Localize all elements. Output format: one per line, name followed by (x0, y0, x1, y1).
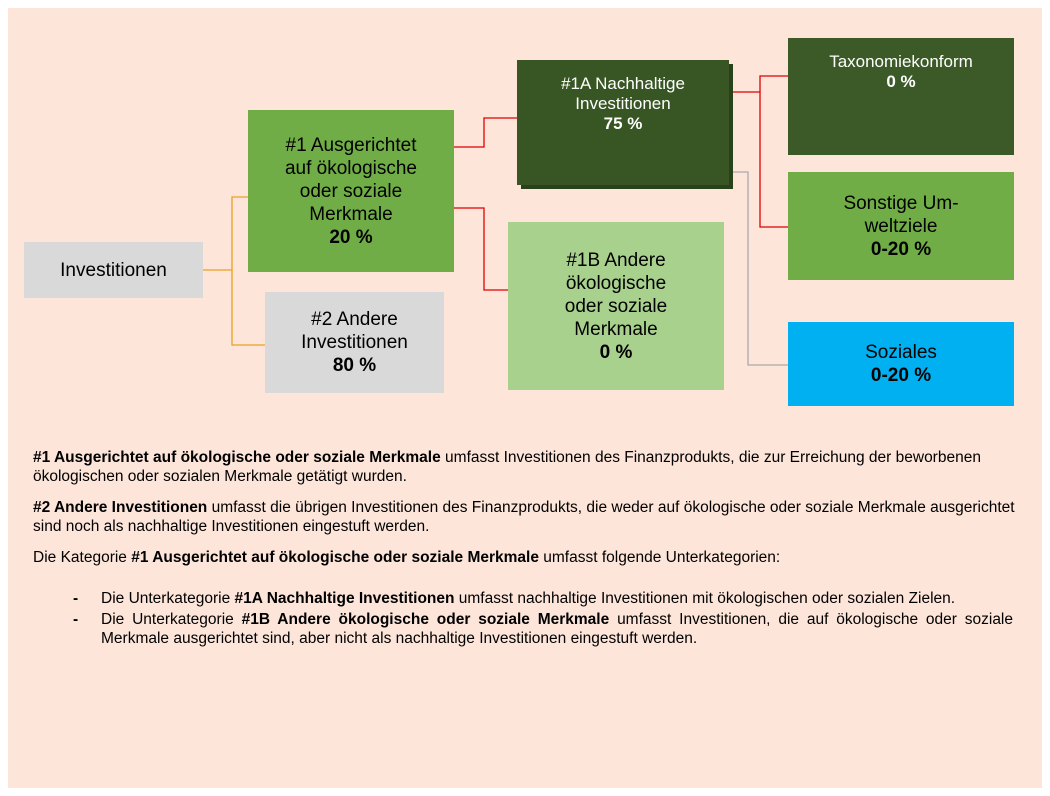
bold-text: #1B Andere ökologische oder soziale Merk… (241, 611, 610, 628)
paragraph: #1 Ausgerichtet auf ökologische oder soz… (33, 448, 1033, 486)
node-label: #1B Andere (566, 249, 666, 271)
node-value: 0 % (599, 341, 633, 363)
node-value: 20 % (329, 226, 373, 248)
node-value: 80 % (332, 355, 377, 376)
node-label: Soziales (865, 342, 937, 363)
node-label: Merkmale (574, 318, 658, 340)
connector (729, 75, 788, 93)
node-label: #2 Andere (311, 309, 398, 330)
text: umfasst folgende Unterkategorien: (538, 549, 781, 566)
node-box: #1A Nachhaltige Investitionen 75 % (517, 60, 729, 185)
connector (231, 270, 265, 346)
node-label: Taxonomiekonform (829, 52, 973, 71)
node-label: Investitionen (301, 332, 408, 353)
node-label: ökologische (565, 272, 667, 294)
node-box: Sonstige Um-weltziele 0-20 % (788, 172, 1014, 280)
node-box: #1 Ausgerichtet auf ökologische oder sozia… (248, 110, 454, 272)
connectors (203, 75, 788, 366)
node-label: Investitionen (60, 259, 167, 281)
node-box: Taxonomiekonform 0 % (788, 38, 1014, 155)
node-value: 0-20 % (870, 238, 932, 260)
bold-text: #1A Nachhaltige Investitionen (234, 590, 455, 607)
text: umfasst Investitionen, die auf ökologisc… (101, 611, 1013, 647)
node-value: 0-20 % (870, 365, 932, 386)
explanation: #1 Ausgerichtet auf ökologische oder soz… (33, 448, 1033, 650)
bold-text: #1 Ausgerichtet auf ökologische oder soz… (131, 549, 539, 566)
connector (729, 171, 788, 366)
node-label: Sonstige Um- (843, 192, 959, 214)
text: Die Unterkategorie (101, 590, 235, 607)
bold-text: #2 Andere Investitionen (33, 499, 208, 516)
node-label: Investitionen (575, 94, 671, 113)
bullet-text: Die Unterkategorie #1A Nachhaltige Inves… (101, 589, 1033, 608)
connector (759, 92, 788, 228)
node-label: Merkmale (309, 203, 393, 225)
text: umfasst nachhaltige Investitionen mit ök… (454, 590, 956, 607)
connector (454, 117, 517, 148)
paragraph: Die Kategorie #1 Ausgerichtet auf ökolog… (33, 548, 1033, 567)
node-box: #1B Andere ökologische oder soziale Merkmal… (508, 222, 724, 390)
node-box: #2 Andere Investitionen 80 % (265, 292, 444, 393)
bullet-marker: - (73, 611, 79, 628)
node-value: 0 % (886, 72, 916, 91)
bullet-text: Die Unterkategorie #1B Andere ökologisch… (101, 610, 1033, 648)
text: Die Unterkategorie (101, 611, 242, 628)
page: Investitionen #1 Ausgerichtet auf ökologis… (8, 8, 1042, 788)
node-label: #1 Ausgerichtet (285, 134, 417, 156)
text: umfasst Investitionen des Finanzprodukts… (33, 449, 981, 485)
spacer (33, 579, 1033, 589)
connector (454, 207, 508, 291)
node-label: oder soziale (564, 295, 668, 317)
bullet: - Die Unterkategorie #1A Nachhaltige Inve… (33, 589, 1033, 608)
text: umfasst die übrigen Investitionen des Fi… (33, 499, 1015, 535)
node-label: auf ökologische (284, 157, 418, 179)
node-label: weltziele (864, 215, 938, 237)
bold-text: #1 Ausgerichtet auf ökologische oder soz… (33, 449, 441, 466)
node-value: 75 % (603, 114, 643, 133)
bullet: - Die Unterkategorie #1B Andere ökologisc… (33, 610, 1033, 648)
node-label: oder soziale (299, 180, 403, 202)
node-box: Soziales 0-20 % (788, 322, 1014, 406)
bullet-marker: - (73, 590, 79, 607)
paragraph: #2 Andere Investitionen umfasst die übri… (33, 498, 1033, 536)
node-box: Investitionen (24, 242, 203, 298)
node-label: #1A Nachhaltige (561, 74, 685, 93)
connector (203, 196, 248, 271)
text: Die Kategorie (33, 549, 132, 566)
